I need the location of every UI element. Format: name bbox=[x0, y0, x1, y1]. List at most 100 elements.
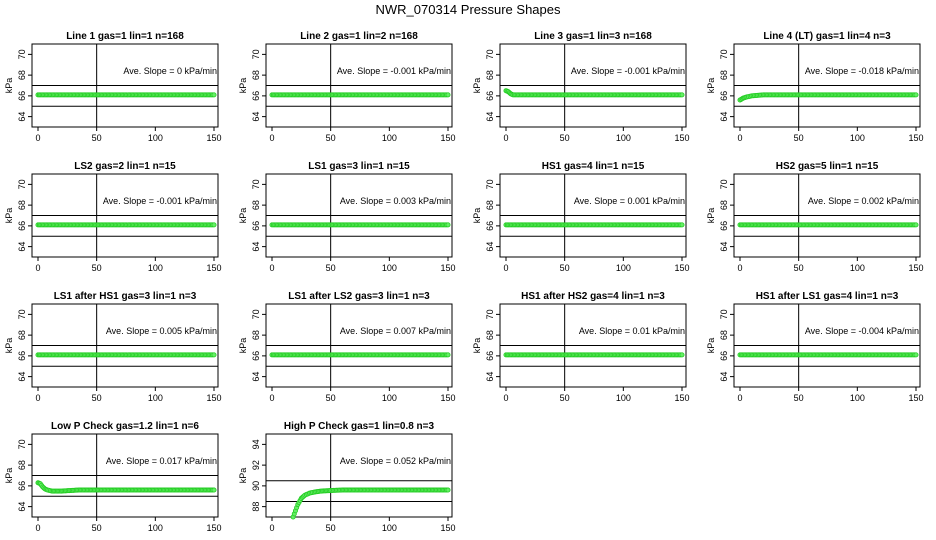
y-tick-label: 64 bbox=[719, 372, 729, 382]
data-points bbox=[269, 352, 451, 358]
y-tick-label: 70 bbox=[17, 309, 27, 319]
slope-annotation: Ave. Slope = -0.001 kPa/min bbox=[337, 66, 451, 76]
x-tick-label: 100 bbox=[382, 393, 397, 403]
x-tick-label: 150 bbox=[674, 263, 689, 273]
y-axis-label: kPa bbox=[238, 78, 248, 94]
y-axis-label: kPa bbox=[472, 208, 482, 224]
x-tick-label: 100 bbox=[148, 133, 163, 143]
panel-title: HS1 after LS1 gas=4 lin=1 n=3 bbox=[756, 291, 899, 302]
x-tick-label: 100 bbox=[616, 393, 631, 403]
y-tick-label: 68 bbox=[485, 70, 495, 80]
x-tick-label: 150 bbox=[908, 133, 923, 143]
slope-annotation: Ave. Slope = 0.001 kPa/min bbox=[574, 196, 685, 206]
y-tick-label: 64 bbox=[485, 112, 495, 122]
panel-1: Line 1 gas=1 lin=1 n=168 0 50 100 150 64 66 68 7… bbox=[4, 31, 222, 143]
x-tick-label: 0 bbox=[35, 133, 40, 143]
x-tick-label: 0 bbox=[503, 133, 508, 143]
data-point bbox=[913, 222, 919, 228]
slope-annotation: Ave. Slope = -0.004 kPa/min bbox=[805, 326, 919, 336]
y-tick-label: 70 bbox=[485, 309, 495, 319]
data-points bbox=[503, 352, 685, 358]
page-title: NWR_070314 Pressure Shapes bbox=[375, 2, 561, 17]
y-tick-label: 66 bbox=[719, 221, 729, 231]
y-axis-label: kPa bbox=[472, 78, 482, 94]
y-tick-label: 64 bbox=[719, 242, 729, 252]
panel-10: LS1 after LS2 gas=3 lin=1 n=3 0 50 100 150 64… bbox=[238, 291, 456, 403]
y-tick-label: 66 bbox=[17, 91, 27, 101]
data-points bbox=[35, 480, 217, 494]
data-points bbox=[737, 352, 919, 358]
x-tick-label: 50 bbox=[326, 263, 336, 273]
panel-3: Line 3 gas=1 lin=3 n=168 0 50 100 150 64 66 68 7… bbox=[472, 31, 690, 143]
y-axis-label: kPa bbox=[4, 208, 14, 224]
x-tick-label: 0 bbox=[737, 393, 742, 403]
x-tick-label: 150 bbox=[206, 523, 221, 533]
panel-title: LS1 after HS1 gas=3 lin=1 n=3 bbox=[54, 291, 197, 302]
data-points bbox=[35, 222, 217, 228]
x-tick-label: 50 bbox=[794, 393, 804, 403]
y-tick-label: 64 bbox=[251, 242, 261, 252]
x-tick-label: 100 bbox=[850, 393, 865, 403]
slope-annotation: Ave. Slope = -0.018 kPa/min bbox=[805, 66, 919, 76]
x-tick-label: 0 bbox=[269, 263, 274, 273]
x-tick-label: 150 bbox=[440, 523, 455, 533]
y-tick-label: 64 bbox=[719, 112, 729, 122]
data-point bbox=[211, 222, 217, 228]
slope-annotation: Ave. Slope = -0.001 kPa/min bbox=[103, 196, 217, 206]
panel-title: Line 4 (LT) gas=1 lin=4 n=3 bbox=[763, 31, 891, 42]
y-tick-label: 94 bbox=[251, 439, 261, 449]
y-tick-label: 70 bbox=[17, 179, 27, 189]
x-tick-label: 50 bbox=[92, 523, 102, 533]
panel-6: LS1 gas=3 lin=1 n=15 0 50 100 150 64 66 68 70 kPa… bbox=[238, 161, 456, 273]
panel-title: Line 3 gas=1 lin=3 n=168 bbox=[534, 31, 652, 42]
data-points bbox=[737, 222, 919, 228]
slope-annotation: Ave. Slope = 0.052 kPa/min bbox=[340, 456, 451, 466]
y-tick-label: 92 bbox=[251, 460, 261, 470]
y-tick-label: 64 bbox=[251, 112, 261, 122]
panel-title: High P Check gas=1 lin=0.8 n=3 bbox=[284, 421, 435, 432]
data-point bbox=[445, 92, 451, 98]
data-point bbox=[211, 92, 217, 98]
slope-annotation: Ave. Slope = 0.002 kPa/min bbox=[808, 196, 919, 206]
y-tick-label: 64 bbox=[485, 372, 495, 382]
slope-annotation: Ave. Slope = 0 kPa/min bbox=[123, 66, 217, 76]
y-tick-label: 70 bbox=[251, 179, 261, 189]
slope-annotation: Ave. Slope = 0.01 kPa/min bbox=[579, 326, 685, 336]
x-tick-label: 0 bbox=[269, 133, 274, 143]
y-tick-label: 66 bbox=[485, 91, 495, 101]
y-tick-label: 68 bbox=[17, 460, 27, 470]
x-tick-label: 100 bbox=[850, 263, 865, 273]
y-tick-label: 68 bbox=[251, 330, 261, 340]
x-tick-label: 150 bbox=[674, 393, 689, 403]
y-tick-label: 68 bbox=[719, 200, 729, 210]
y-tick-label: 66 bbox=[251, 351, 261, 361]
y-tick-label: 70 bbox=[251, 49, 261, 59]
data-point bbox=[679, 222, 685, 228]
data-points bbox=[503, 88, 685, 98]
y-axis-label: kPa bbox=[4, 78, 14, 94]
y-tick-label: 70 bbox=[719, 309, 729, 319]
x-tick-label: 150 bbox=[674, 133, 689, 143]
x-tick-label: 0 bbox=[269, 393, 274, 403]
data-points bbox=[269, 92, 451, 98]
y-axis-label: kPa bbox=[4, 468, 14, 484]
y-tick-label: 70 bbox=[485, 49, 495, 59]
y-tick-label: 66 bbox=[719, 91, 729, 101]
y-tick-label: 68 bbox=[17, 70, 27, 80]
y-axis-label: kPa bbox=[706, 78, 716, 94]
x-tick-label: 50 bbox=[794, 133, 804, 143]
panel-title: LS1 gas=3 lin=1 n=15 bbox=[308, 161, 410, 172]
y-axis-label: kPa bbox=[238, 468, 248, 484]
x-tick-label: 150 bbox=[440, 393, 455, 403]
data-point bbox=[913, 92, 919, 98]
y-tick-label: 70 bbox=[17, 49, 27, 59]
x-tick-label: 50 bbox=[560, 133, 570, 143]
slope-annotation: Ave. Slope = 0.005 kPa/min bbox=[106, 326, 217, 336]
data-point bbox=[445, 352, 451, 358]
x-tick-label: 50 bbox=[560, 263, 570, 273]
x-tick-label: 100 bbox=[148, 263, 163, 273]
y-tick-label: 70 bbox=[17, 439, 27, 449]
x-tick-label: 0 bbox=[503, 393, 508, 403]
y-tick-label: 66 bbox=[719, 351, 729, 361]
